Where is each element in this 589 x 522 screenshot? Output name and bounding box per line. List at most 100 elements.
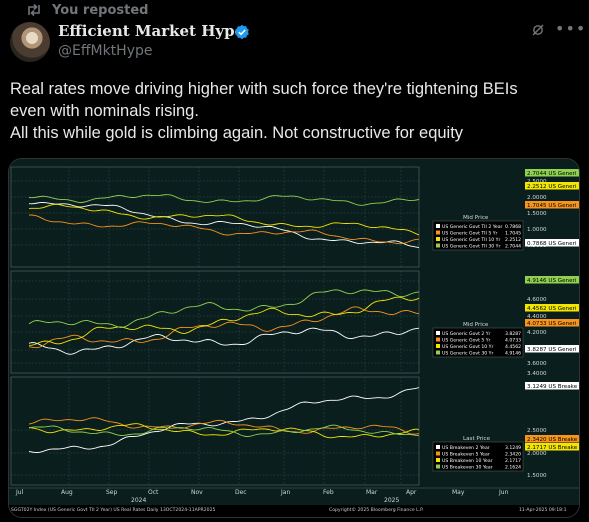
more-options-icon[interactable]: ••• [555, 19, 587, 38]
value-badge [525, 319, 579, 327]
legend-label: US Generic Govt 30 Yr [442, 351, 493, 357]
legend-label: US Breakeven 10 Year [442, 458, 493, 464]
series-line [28, 289, 420, 328]
value-badge [525, 435, 579, 443]
month-label: Oct [148, 489, 159, 496]
axis-tick-label: 1.5000 [527, 473, 547, 479]
legend-label: US Breakeven 30 Year [442, 465, 493, 471]
month-label: Mar [366, 489, 378, 496]
footer-bar [9, 505, 579, 517]
legend-label: US Generic Govt 5 Yr [442, 338, 491, 344]
value-badge [525, 382, 579, 390]
month-label: May [452, 489, 465, 496]
legend-swatch [436, 237, 440, 241]
value-badge [525, 201, 579, 209]
legend-label: US Generic Govt TII 10 Yr [442, 237, 500, 243]
legend-swatch [436, 445, 440, 449]
value-badge-label: 1.7045 US Generi [527, 203, 577, 209]
axis-tick-label: 3.6000 [527, 361, 547, 367]
month-label: Feb [323, 489, 334, 496]
value-badge [525, 304, 579, 312]
series-line [28, 194, 420, 206]
month-label: Dec [235, 489, 247, 496]
series-line [28, 327, 420, 355]
legend-title: Mid Price [463, 215, 489, 221]
value-badge-label: 2.2512 US Generi [527, 184, 577, 190]
legend-value: 2.1717 [505, 458, 521, 464]
legend-value: 0.7868 [505, 224, 521, 230]
value-badge [525, 443, 579, 451]
series-line [28, 296, 420, 346]
month-label: Sep [106, 489, 118, 496]
verified-badge-icon[interactable] [234, 24, 250, 40]
value-badge-label: 3.8287 US Generi [527, 347, 577, 353]
value-badge [525, 239, 579, 247]
value-badge-label: 2.7044 US Generi [527, 171, 577, 177]
legend-label: US Breakeven 2 Year [442, 445, 490, 451]
series-line [28, 214, 420, 245]
value-badge-label: 4.0733 US Generi [527, 321, 577, 327]
series-line [28, 417, 420, 435]
axis-tick-label: 1.0000 [527, 227, 547, 233]
avatar[interactable] [10, 22, 50, 62]
value-badge [525, 169, 579, 177]
author-handle[interactable]: @EffMktHype [58, 43, 153, 59]
legend-swatch [436, 464, 440, 469]
month-label: Aug [61, 489, 73, 496]
value-badge [525, 345, 579, 353]
month-label: Jul [15, 489, 24, 496]
axis-tick-label: 1.5000 [527, 211, 547, 217]
legend-value: 4.4562 [505, 344, 521, 350]
footer-left: SGGT02Y Index (US Generic Govt TII 2 Yea… [11, 507, 215, 513]
panel-frame [10, 166, 420, 268]
value-badge [525, 276, 579, 284]
repost-label: You reposted [52, 2, 149, 18]
value-badge-label: 2.1717 US Breake [527, 445, 578, 451]
axis-tick-label: 2.5000 [527, 428, 547, 434]
axis-tick-label: 4.6000 [527, 297, 547, 303]
legend-swatch [436, 350, 440, 355]
legend-label: US Generic Govt TII 2 Year [442, 224, 503, 230]
month-label: Jun [498, 489, 509, 496]
value-badge-label: 3.1249 US Breake [527, 384, 578, 390]
legend-label: US Generic Govt 10 Yr [442, 344, 493, 350]
legend-swatch [436, 224, 440, 228]
footer-mid: Copyright© 2025 Bloomberg Finance L.P. [329, 506, 424, 513]
axis-tick-label: 2.0000 [527, 451, 547, 457]
legend-swatch [436, 243, 440, 248]
legend-box [432, 441, 524, 472]
value-badge [525, 182, 579, 190]
repost-icon [28, 3, 40, 17]
grok-icon[interactable] [532, 24, 544, 36]
legend-swatch [436, 344, 440, 348]
value-badge-label: 0.7868 US Generi [527, 241, 577, 247]
tweet-line: Real rates move driving higher with such… [10, 80, 518, 98]
legend-swatch [436, 458, 440, 462]
month-label: Nov [191, 489, 203, 496]
series-line [28, 306, 420, 349]
author-name[interactable]: Efficient Market Hype [58, 22, 245, 40]
tweet-line: All this while gold is climbing again. N… [10, 124, 464, 142]
repost-indicator: You reposted [26, 2, 148, 18]
legend-box [432, 327, 524, 358]
year-label: 2025 [384, 497, 399, 504]
legend-title: Mid Price [463, 322, 489, 328]
footer-right: 11-Apr-2025 09:18:1 [519, 507, 567, 513]
series-line [28, 202, 420, 249]
legend-title: Last Price [463, 436, 491, 442]
legend-value: 2.7044 [505, 244, 521, 250]
value-badge-label: 2.3420 US Breake [527, 437, 578, 443]
legend-swatch [436, 230, 440, 235]
legend-value: 4.0733 [505, 338, 521, 344]
legend-value: 3.8287 [505, 331, 521, 337]
panel-frame [10, 376, 420, 486]
axis-tick-label: 4.2000 [527, 330, 547, 336]
legend-value: 2.3420 [505, 452, 521, 458]
axis-tick-label: 3.4000 [527, 371, 547, 377]
series-line [28, 203, 420, 236]
axis-tick-label: 2.0000 [527, 195, 547, 201]
axis-tick-label: 4.4000 [527, 314, 547, 320]
month-label: Jan [280, 489, 290, 496]
